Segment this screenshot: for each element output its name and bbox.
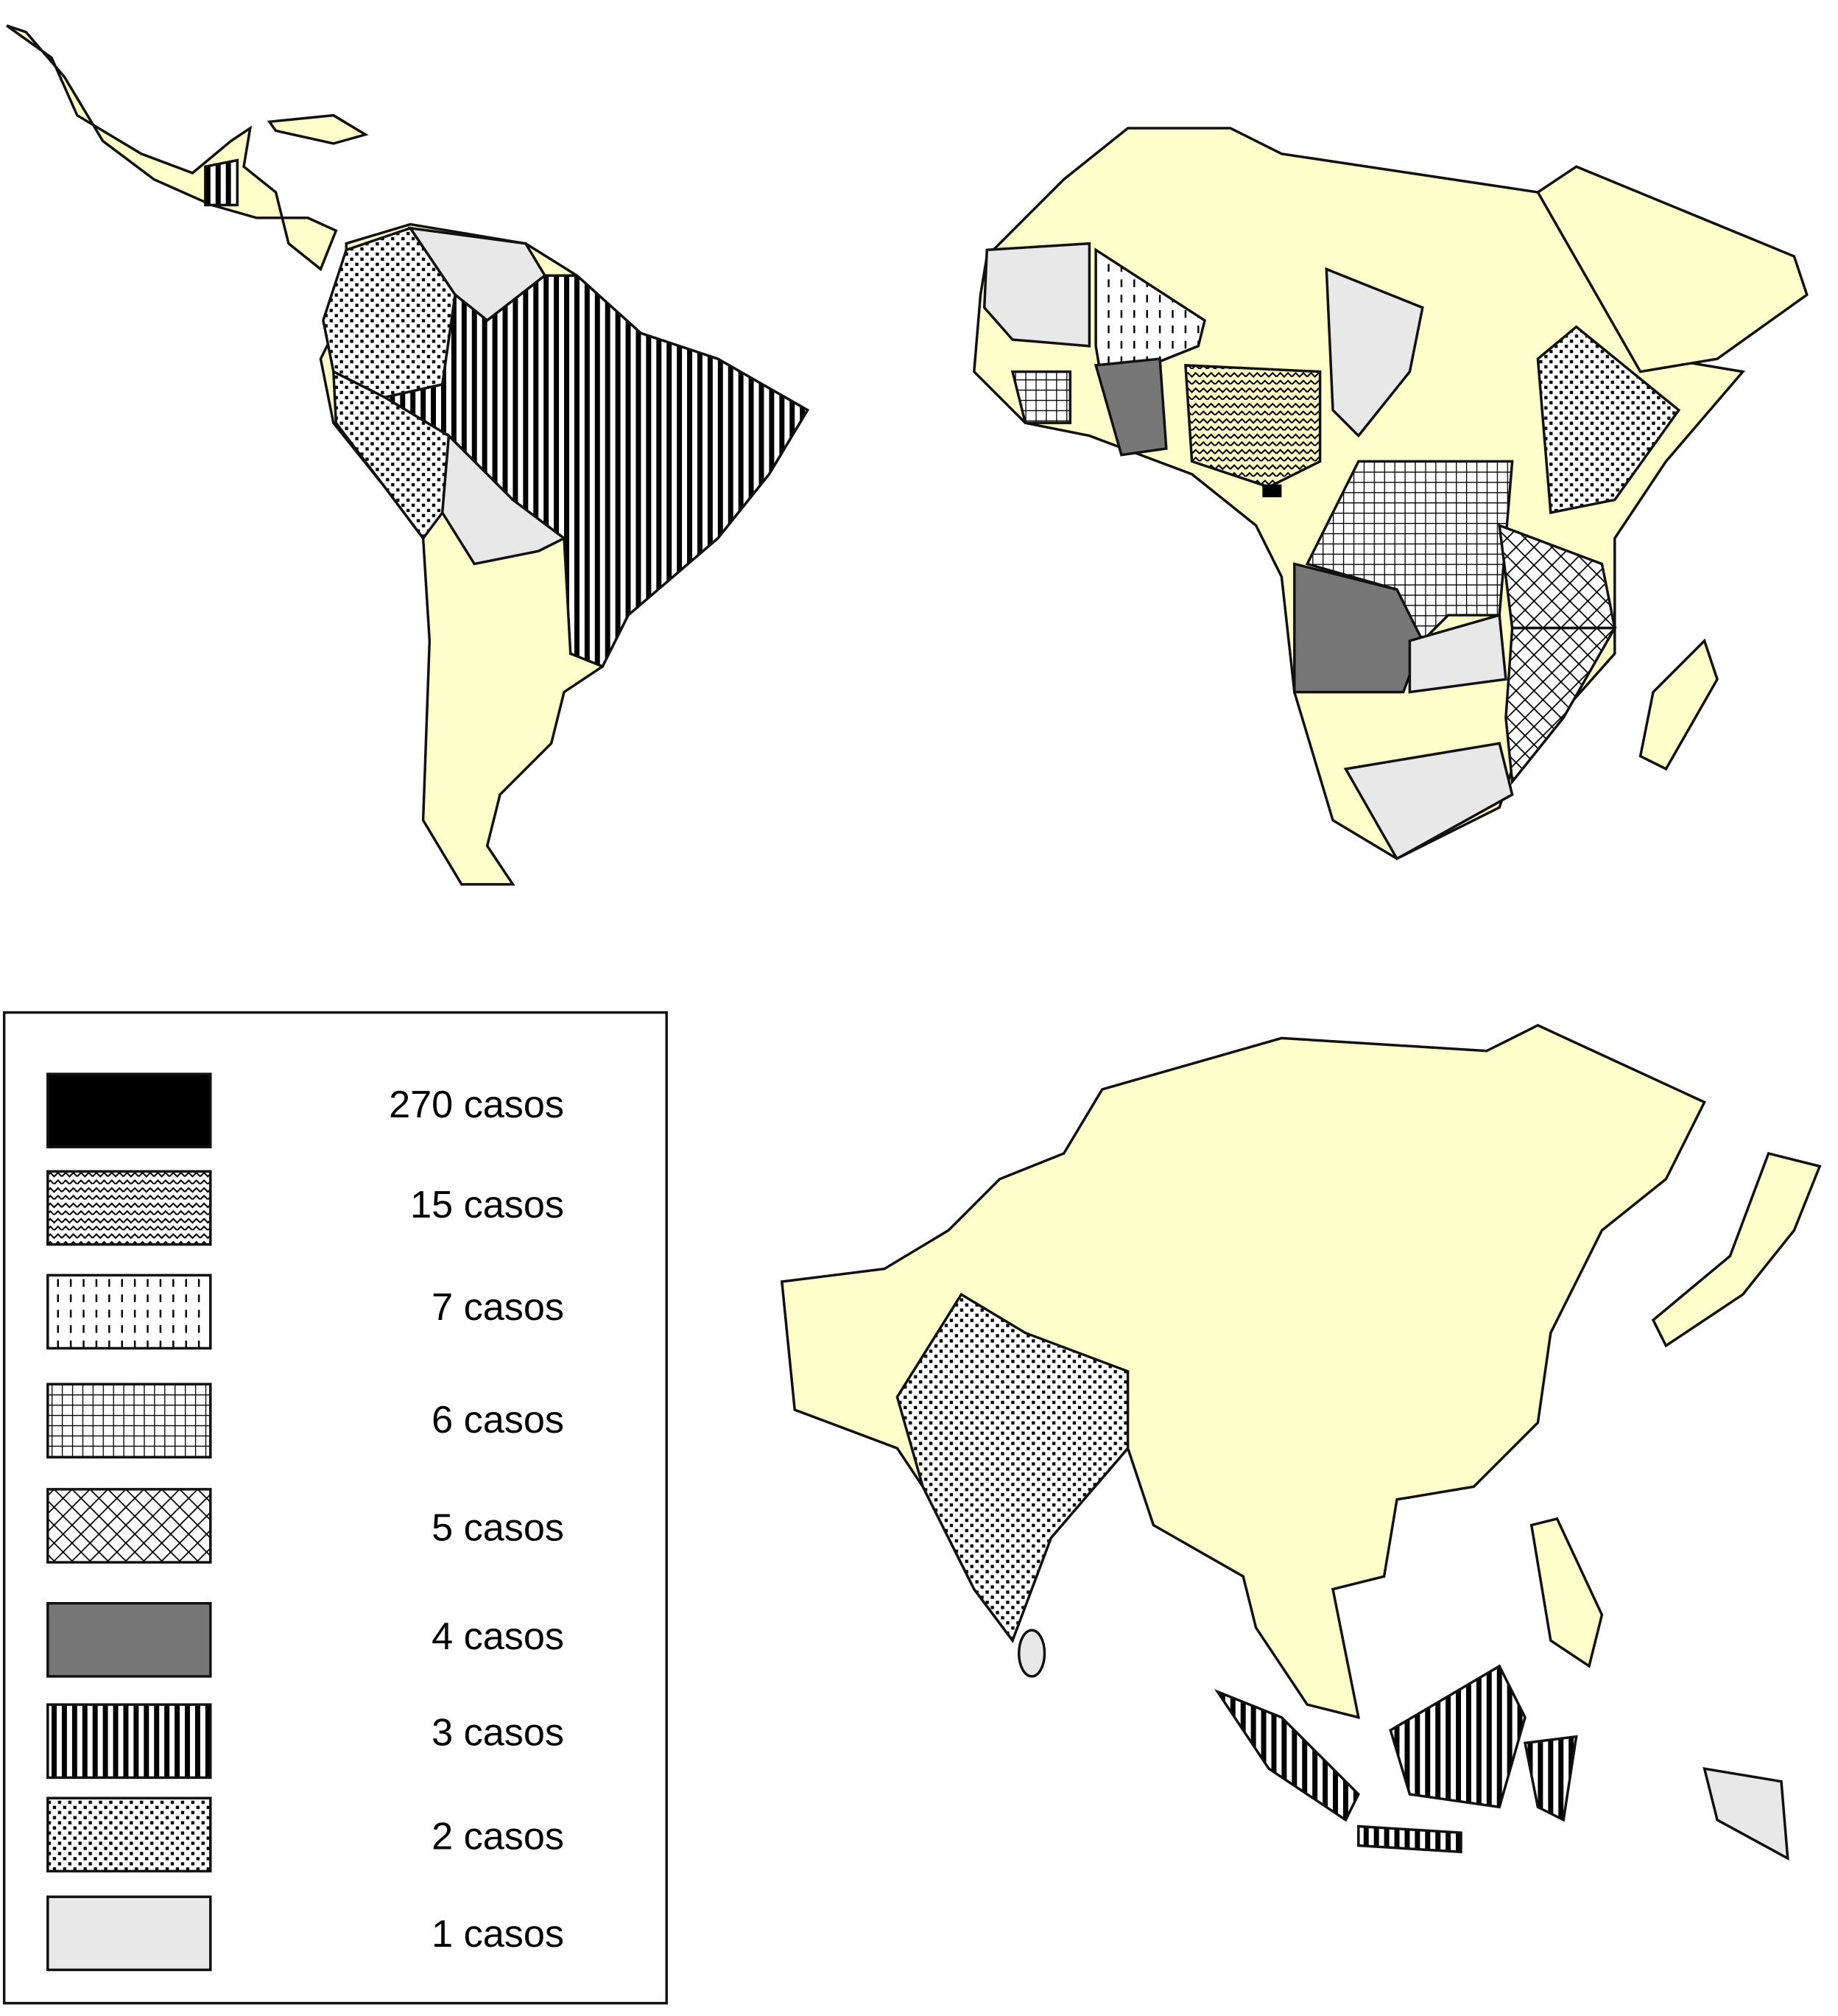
legend-swatch (46, 1703, 212, 1780)
legend-label: 5 casos (432, 1506, 564, 1549)
legend-label: 270 casos (389, 1083, 564, 1126)
legend-label: 6 casos (432, 1399, 564, 1441)
legend-label: 1 casos (432, 1913, 564, 1956)
legend-swatch (46, 1170, 212, 1246)
legend-swatch (46, 1895, 212, 1972)
legend-label: 4 casos (432, 1615, 564, 1658)
africa-map (973, 127, 1809, 861)
legend-label: 2 casos (432, 1816, 564, 1858)
legend-label: 3 casos (432, 1712, 564, 1755)
legend-swatch (46, 1488, 212, 1564)
legend-swatch (46, 1797, 212, 1873)
legend-swatch (46, 1601, 212, 1678)
legend-swatch (46, 1072, 212, 1149)
legend: 270 casos 15 casos 7 casos 6 casos 5 cas… (2, 1011, 668, 2005)
legend-label: 7 casos (432, 1286, 564, 1329)
legend-swatch (46, 1383, 212, 1459)
asia-map (780, 1024, 1822, 1861)
legend-label: 15 casos (410, 1184, 564, 1226)
legend-swatch (46, 1274, 212, 1350)
latin-america-map (6, 24, 810, 886)
